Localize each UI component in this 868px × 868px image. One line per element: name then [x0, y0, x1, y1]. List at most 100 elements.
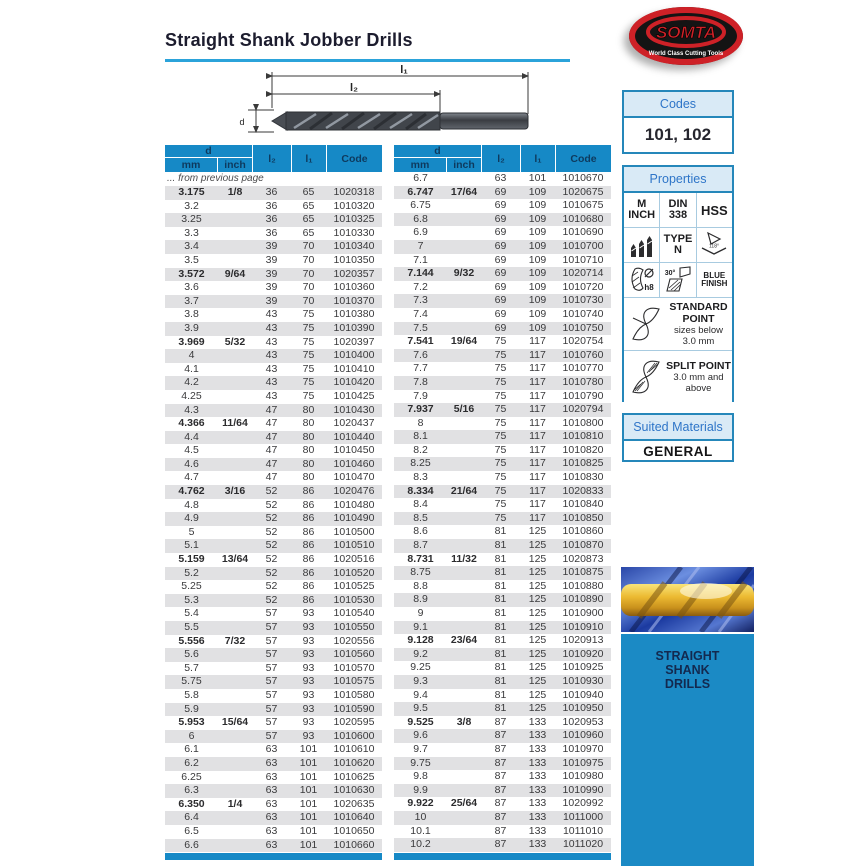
cell-inch	[447, 689, 481, 703]
table-row: 6.8 69 109 1010680	[394, 212, 611, 227]
cell-l1: 70	[302, 240, 315, 253]
table-row: 8.4 75 117 1010840	[394, 498, 611, 512]
cell-l1: 86	[302, 566, 315, 579]
cell-code: 1011010	[562, 824, 604, 837]
cell-l1: 109	[528, 294, 547, 307]
col-header-l2: l₂	[482, 145, 520, 172]
cell-code: 1011020	[562, 838, 604, 851]
cell-inch	[218, 308, 252, 322]
cell-l2: 69	[494, 267, 507, 280]
cell-l1: 125	[528, 607, 547, 619]
cell-mm: 8.6	[413, 525, 428, 538]
cell-code: 1020794	[562, 403, 604, 416]
cell-l2: 47	[265, 403, 278, 416]
cell-inch	[218, 839, 252, 853]
cell-l1: 93	[302, 702, 315, 715]
table-row: 3.9 43 75 1010390	[165, 321, 382, 336]
cell-inch: 5/32	[224, 335, 246, 348]
table-row: 6 57 93 1010600	[165, 729, 382, 744]
cell-mm: 6.5	[184, 824, 199, 837]
cell-code: 1010690	[562, 226, 604, 239]
cell-inch	[218, 648, 252, 662]
table-row: 7.7 75 117 1010770	[394, 362, 611, 376]
cell-code: 1010490	[333, 512, 375, 525]
cell-l2: 39	[265, 253, 278, 266]
cell-mm: 9.2	[413, 647, 428, 660]
cell-code: 1010800	[562, 416, 604, 429]
cell-mm: 7.144	[407, 267, 434, 280]
table-row: 9.9 87 133 1010990	[394, 783, 611, 798]
cell-mm: 3.572	[178, 267, 205, 280]
cell-code: 1010975	[562, 756, 604, 769]
cell-l2: 63	[265, 770, 278, 783]
cell-l2: 87	[494, 770, 507, 783]
cell-code: 1010550	[333, 621, 375, 633]
cell-inch	[447, 825, 481, 839]
cell-inch	[218, 390, 252, 404]
cell-inch	[218, 240, 252, 254]
cell-inch	[218, 512, 252, 526]
cell-l2: 43	[265, 376, 278, 389]
table-row: 9 81 125 1010900	[394, 607, 611, 621]
cell-inch	[447, 566, 481, 580]
cell-mm: 9.5	[413, 702, 428, 715]
cell-mm: 5.3	[184, 593, 199, 606]
page-title: Straight Shank Jobber Drills	[165, 30, 413, 50]
cell-code: 1010540	[333, 607, 375, 620]
table-row: 3.175 1/8 36 65 1020318	[165, 186, 382, 200]
split-point-row: SPLIT POINT 3.0 mm and above	[624, 351, 732, 402]
cell-inch: 21/64	[450, 484, 478, 497]
cell-inch	[447, 648, 481, 662]
table-row: 5.159 13/64 52 86 1020516	[165, 553, 382, 567]
table-row: 3.969 5/32 43 75 1020397	[165, 336, 382, 350]
cell-l1: 86	[302, 512, 315, 525]
cell-code: 1010500	[333, 525, 375, 538]
cell-inch	[447, 621, 481, 635]
cell-mm: 7.1	[413, 253, 428, 266]
cell-code: 1010820	[562, 443, 604, 456]
table-row: 5.5 57 93 1010550	[165, 621, 382, 635]
cell-l2: 63	[494, 172, 507, 184]
cell-l2: 47	[265, 457, 278, 470]
cell-code: 1010870	[562, 539, 604, 552]
cell-l1: 125	[528, 634, 547, 647]
table-row: 6.2 63 101 1010620	[165, 756, 382, 771]
table-row: 7.6 75 117 1010760	[394, 348, 611, 363]
table-footer-bar	[394, 852, 611, 860]
cell-mm: 7.8	[413, 375, 428, 388]
cell-l2: 63	[265, 797, 278, 810]
cell-code: 1010570	[333, 661, 375, 674]
table-row: 7.9 75 117 1010790	[394, 390, 611, 404]
cell-l2: 75	[494, 443, 507, 456]
cell-inch	[447, 702, 481, 716]
table-body: 6.7 63 101 1010670 6.747 17/64 69 109 1020675 6.7…	[394, 172, 611, 852]
cell-mm: 7.6	[413, 348, 428, 361]
cell-code: 1010750	[562, 321, 604, 334]
cell-l1: 133	[528, 715, 547, 728]
table-row: 5.953 15/64 57 93 1020595	[165, 716, 382, 730]
cell-inch	[218, 458, 252, 472]
cell-mm: 9.525	[407, 715, 434, 728]
table-row: 5.75 57 93 1010575	[165, 675, 382, 689]
cell-mm: 4.366	[178, 417, 205, 430]
cell-l2: 36	[265, 199, 278, 212]
cell-mm: 4.762	[178, 485, 205, 498]
table-row: 4.25 43 75 1010425	[165, 390, 382, 404]
cell-code: 1010920	[562, 647, 604, 660]
cell-l1: 93	[302, 621, 315, 633]
cell-code: 1010480	[333, 498, 375, 511]
cell-l2: 43	[265, 321, 278, 334]
table-row: 6.4 63 101 1010640	[165, 811, 382, 825]
property-din-standard: DIN 338	[660, 193, 696, 227]
drill-table-right: d mm inch l₂ l₁ Code 6.7 63 101 1010670 6.74…	[394, 145, 611, 860]
cell-mm: 8.1	[413, 430, 428, 443]
cell-inch: 19/64	[450, 335, 478, 348]
drill-point	[271, 111, 288, 131]
cell-l2: 63	[265, 811, 278, 824]
cell-l2: 75	[494, 484, 507, 497]
table-row: 8.1 75 117 1010810	[394, 430, 611, 444]
table-row: 8.75 81 125 1010875	[394, 566, 611, 580]
cell-l2: 75	[494, 389, 507, 402]
cell-code: 1010360	[333, 281, 375, 294]
logo-tagline: World Class Cutting Tools	[649, 51, 724, 57]
